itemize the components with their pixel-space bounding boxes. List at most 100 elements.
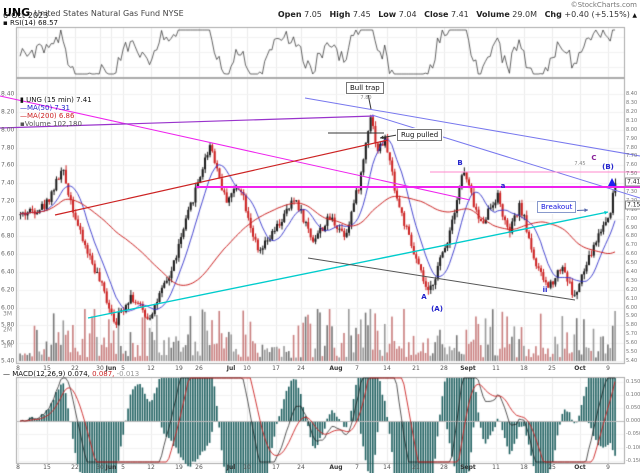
price-axis-right-7.60: 7.60 [626,162,638,169]
macd-axis-0.100: 0.100 [626,392,640,398]
x-axis-tick-mid-26: 26 [195,365,203,372]
price-axis-right-5.50: 5.50 [626,349,638,355]
price-axis-left-5.60: 5.60 [1,339,15,347]
x-axis-tick-bottom-30: 30 [96,464,104,471]
price-axis-right-5.60: 5.60 [626,340,638,347]
price-axis-left-6.80: 6.80 [1,232,15,240]
quote-strip: Open 7.05 High 7.45 Low 7.04 Close 7.41 … [273,10,637,19]
elliott-wave-label-B: (B) [602,163,614,171]
chart-date: 6-Oct-2023 [3,11,49,20]
x-axis-tick-mid-9: 9 [606,365,610,372]
high-label: High [329,10,351,19]
trendline-2 [54,139,389,216]
price-axis-right-7.70: 7.70 [626,153,638,160]
open-label: Open [277,10,302,19]
price-axis-right-8.30: 8.30 [626,100,638,107]
x-axis-tick-mid-30: 30 [96,365,104,372]
x-axis-tick-bottom-15: 15 [43,464,51,471]
legend-ma200-text: MA(200) 6.86 [27,112,75,120]
x-axis-tick-bottom-14: 14 [383,464,391,471]
x-axis-tick-bottom-28: 28 [440,464,448,471]
price-axis-right-6.70: 6.70 [626,242,638,249]
point-price-label-7.80: 7.80 [360,95,372,101]
macd-axis--0.050: -0.050 [626,431,640,437]
callout-line-2-arrowhead-icon [584,208,588,213]
x-axis-tick-bottom-Aug: Aug [329,464,343,471]
price-axis-right-6.90: 6.90 [626,224,638,231]
legend-ma200-row: —MA(200) 6.86 [20,112,92,120]
volume-axis-3M: 3M [3,310,12,318]
breakout-annotation: Breakout [537,201,577,213]
callout-line-0 [367,93,372,110]
candlestick-swatch-icon: ▮ [20,96,24,104]
x-axis-tick-mid-21: 21 [412,365,420,372]
main-legend: ▮ UNG (15 min) 7.41 —MA(50) 7.31 —MA(200… [20,96,92,128]
x-axis-tick-bottom-26: 26 [195,464,203,471]
chg-up-arrow-icon: ▲ [632,12,637,19]
price-axis-right-8.00: 8.00 [626,126,638,133]
x-axis-tick-mid-25: 25 [548,365,556,372]
x-axis-tick-mid-11: 11 [492,365,500,372]
x-axis-tick-bottom-12: 12 [147,464,155,471]
price-axis-left-7.60: 7.60 [1,161,15,169]
price-axis-right-5.40: 5.40 [626,357,638,364]
price-axis-right-7.80: 7.80 [626,144,638,151]
elliott-wave-label-ii: ii [542,286,548,294]
macd-name: MACD(12,26,9) [12,370,66,378]
price-axis-right-6.20: 6.20 [626,286,638,293]
chg-value: +0.40 (+5.15%) [564,10,630,19]
x-axis-tick-mid-10: 10 [243,365,251,372]
volume-label: Volume [476,10,510,19]
x-axis-tick-mid-14: 14 [383,365,391,372]
x-axis-tick-mid-Aug: Aug [329,365,343,372]
x-axis-tick-mid-19: 19 [175,365,183,372]
x-axis-tick-mid-24: 24 [297,365,305,372]
legend-volume-text: Volume 102,180 [24,120,82,128]
high-value: 7.45 [352,10,371,19]
x-axis-tick-mid-18: 18 [520,365,528,372]
price-axis-left-8.00: 8.00 [1,126,15,134]
price-axis-right-8.10: 8.10 [626,117,638,124]
price-axis-right-7.30: 7.30 [626,189,638,195]
callout-line-1-arrowhead-icon [380,135,384,140]
trendline-0 [0,95,471,201]
elliott-wave-label-A: A [421,293,427,301]
low-label: Low [378,10,397,19]
x-axis-tick-mid-28: 28 [440,365,448,372]
elliott-wave-label-a: a [500,182,506,190]
low-value: 7.04 [398,10,417,19]
price-axis-left-6.20: 6.20 [1,286,15,294]
price-axis-left-6.00: 6.00 [1,304,15,312]
price-axis-right-6.30: 6.30 [626,277,638,284]
chg-label: Chg [544,10,562,19]
x-axis-tick-mid-7: 7 [355,365,359,372]
rsi-line-swatch-icon: ▪ [3,19,8,27]
bull-trap-annotation: Bull trap [346,82,384,94]
close-label: Close [424,10,449,19]
elliott-wave-label-A: (A) [431,305,443,313]
price-axis-right-6.00: 6.00 [626,304,638,311]
x-axis-tick-mid-12: 12 [147,365,155,372]
x-axis-tick-mid-Jun: Jun [105,365,117,372]
price-axis-right-7.00: 7.00 [626,215,638,222]
x-axis-tick-mid-22: 22 [71,365,79,372]
macd-legend: — MACD(12,26,9) 0.074, 0.087, -0.013 [3,370,139,378]
macd-axis-0.000: 0.000 [626,418,640,424]
volume-value: 29.0M [512,10,538,19]
volume-axis-1M: 1M [3,342,12,350]
x-axis-tick-bottom-Jun: Jun [105,464,117,471]
x-axis-tick-bottom-Sept: Sept [460,464,476,471]
price-axis-right-7.10: 7.10 [626,206,638,213]
rsi-legend: ▪ RSI(14) 68.57 [3,19,58,27]
price-axis-right-8.20: 8.20 [626,108,638,115]
price-axis-left-8.40: 8.40 [1,90,15,98]
legend-volume-row: ▪Volume 102,180 [20,120,92,128]
x-axis-tick-bottom-24: 24 [297,464,305,471]
x-axis-tick-bottom-21: 21 [412,464,420,471]
price-axis-right-6.60: 6.60 [626,251,638,258]
x-axis-tick-bottom-18: 18 [520,464,528,471]
point-price-label-7.45: 7.45 [574,161,586,167]
